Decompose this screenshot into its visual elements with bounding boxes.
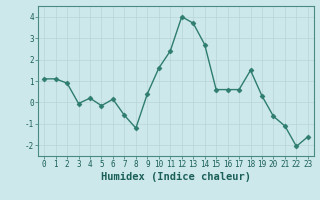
X-axis label: Humidex (Indice chaleur): Humidex (Indice chaleur) <box>101 172 251 182</box>
